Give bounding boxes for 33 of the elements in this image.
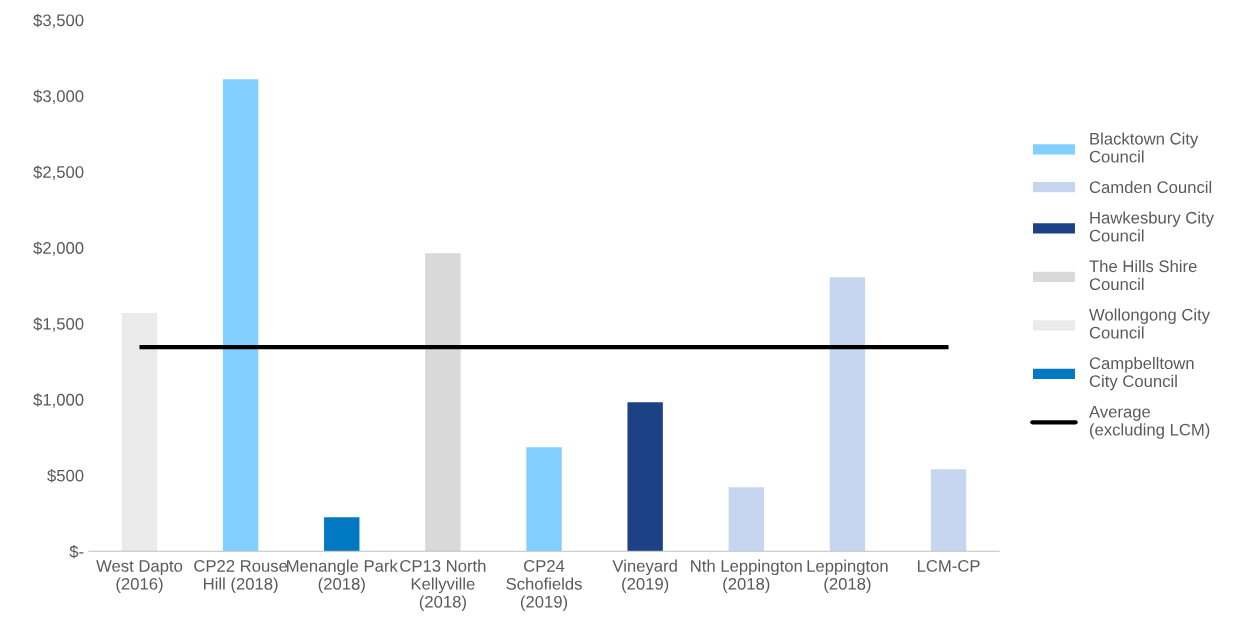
x-tick-label: Nth Leppington (2018) bbox=[691, 559, 802, 594]
y-tick-label: $3,500 bbox=[33, 13, 84, 29]
x-tick-label: Menangle Park (2018) bbox=[287, 559, 398, 594]
y-tick-label: $2,000 bbox=[33, 241, 84, 256]
bar bbox=[728, 487, 764, 552]
y-tick-label: $500 bbox=[47, 469, 84, 483]
y-tick-label: $1,500 bbox=[33, 317, 84, 332]
x-tick-label: LCM-CP bbox=[917, 560, 980, 572]
legend-label: Hawkesbury City Council bbox=[1089, 211, 1214, 242]
bar bbox=[930, 469, 967, 552]
x-tick-label: Vineyard (2019) bbox=[612, 559, 677, 594]
legend-label: Average (excluding LCM) bbox=[1089, 405, 1210, 439]
x-tick-label: West Dapto (2016) bbox=[96, 560, 183, 594]
x-tick-label: CP13 North Kellyville (2018) bbox=[400, 559, 486, 612]
y-tick-label: $2,500 bbox=[33, 165, 84, 180]
bar bbox=[222, 79, 259, 552]
x-tick-label: CP22 Rouse Hill (2018) bbox=[194, 560, 288, 594]
bar bbox=[526, 447, 562, 552]
bar bbox=[829, 277, 866, 552]
y-tick-label: $- bbox=[69, 544, 84, 559]
x-tick-label: CP24 Schofields (2019) bbox=[506, 560, 582, 612]
bar bbox=[425, 253, 461, 552]
y-tick-label: $1,000 bbox=[33, 393, 84, 408]
bar bbox=[121, 312, 158, 552]
legend-label: The Hills Shire Council bbox=[1089, 259, 1197, 291]
y-tick-label: $3,000 bbox=[33, 89, 84, 105]
bar bbox=[627, 402, 663, 552]
x-tick-label: Leppington (2018) bbox=[807, 559, 888, 594]
legend-label: Camden Council bbox=[1089, 180, 1212, 194]
bar bbox=[324, 517, 360, 552]
legend-label: Campbelltown City Council bbox=[1089, 356, 1194, 391]
legend-label: Wollongong City Council bbox=[1089, 308, 1211, 339]
legend-label: Blacktown City Council bbox=[1089, 132, 1199, 163]
